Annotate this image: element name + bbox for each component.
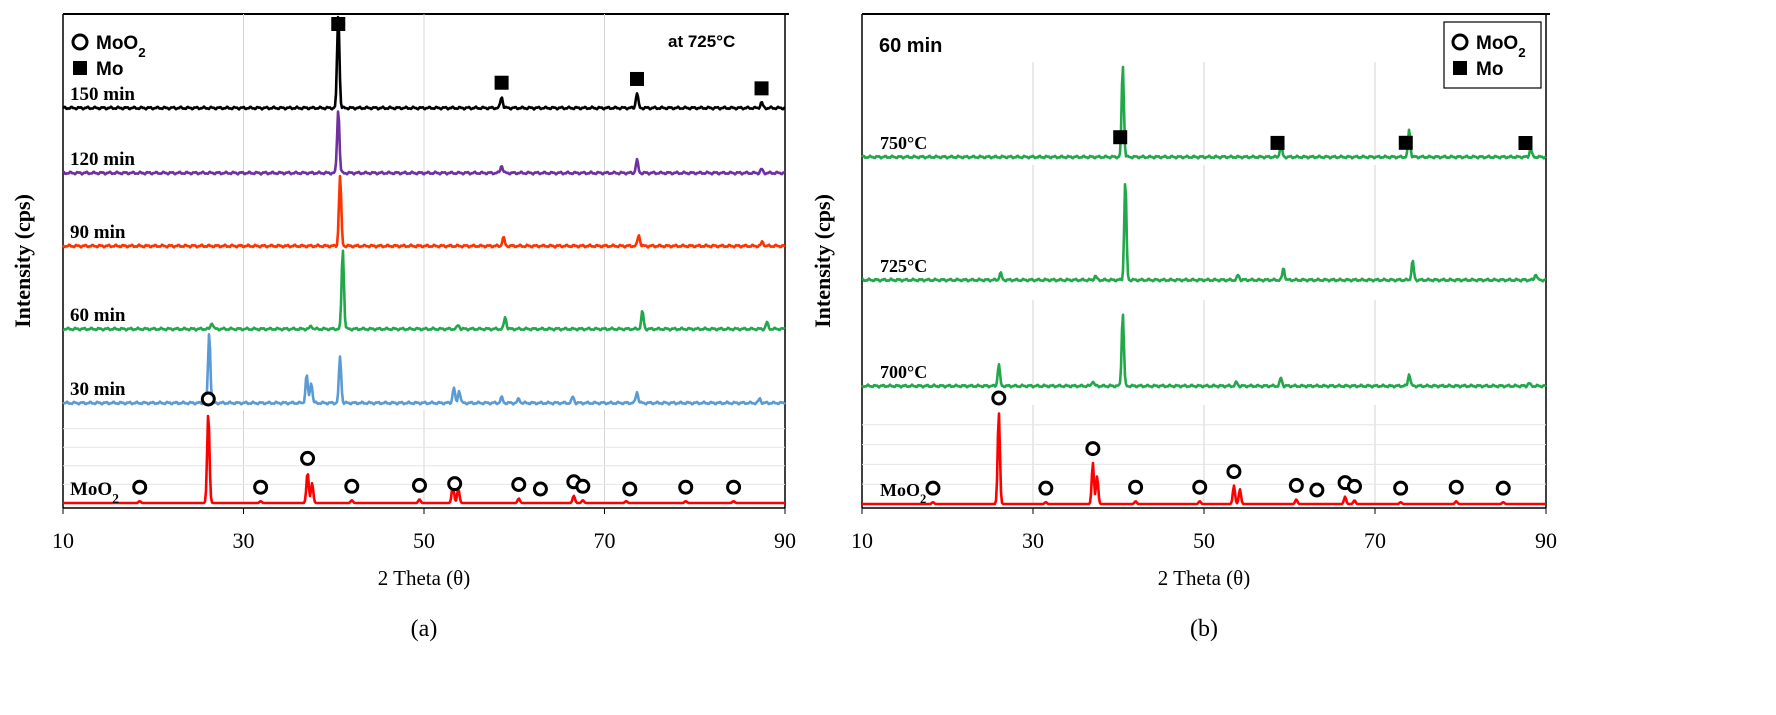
series-trace: [62, 15, 786, 111]
moo2-circle-marker: [511, 477, 527, 492]
moo2-circle-marker: [1309, 482, 1325, 498]
legend-label: Mo: [96, 59, 123, 80]
x-tick-label: 50: [1193, 528, 1215, 553]
moo2-circle-marker: [1495, 480, 1511, 496]
moo2-circle-marker: [1226, 464, 1242, 480]
moo2-circle-marker: [253, 479, 269, 495]
moo2-circle-marker: [1288, 477, 1304, 493]
panel-annotation: 60 min: [879, 35, 942, 57]
mo-square-marker: [754, 81, 769, 96]
x-axis-label: 2 Theta (θ): [378, 566, 470, 590]
x-tick-label: 30: [233, 528, 255, 553]
x-tick-label: 50: [413, 528, 435, 553]
moo2-circle-marker: [1393, 480, 1409, 496]
moo2-circle-marker: [132, 479, 148, 495]
moo2-circle-marker: [622, 481, 638, 497]
mo-square-marker: [1398, 135, 1413, 150]
y-axis-label: Intensity (cps): [810, 194, 835, 328]
moo2-circle-marker: [678, 479, 694, 495]
series-label: 725°C: [880, 256, 927, 276]
moo2-circle-marker: [447, 476, 463, 492]
x-tick-label: 90: [1535, 528, 1557, 553]
mo-square-marker: [1270, 135, 1285, 150]
chart-panel-b: 10 30 50 70 90 2 Theta (θ) Intensity (cps) (b) 6…: [810, 13, 1557, 642]
legend-box: [1443, 21, 1542, 89]
legend-circle-icon: [1451, 33, 1469, 51]
moo2-circle-marker: [1038, 480, 1054, 496]
legend-label: MoO2: [1476, 33, 1526, 60]
moo2-circle-marker: [1128, 479, 1144, 495]
series-trace: [62, 110, 786, 176]
mo-square-marker: [494, 75, 509, 90]
moo2-circle-marker: [344, 478, 360, 494]
legend-square-icon: [73, 61, 87, 75]
moo2-circle-marker: [1085, 441, 1101, 457]
series-label: 90 min: [70, 222, 126, 243]
panel-label: (a): [411, 616, 438, 642]
moo2-circle-marker: [532, 481, 548, 497]
x-axis-label: 2 Theta (θ): [1158, 566, 1250, 590]
moo2-circle-marker: [1448, 479, 1464, 495]
moo2-circle-marker: [1346, 478, 1362, 494]
x-tick-label: 10: [851, 528, 873, 553]
series-label: 700°C: [880, 362, 927, 382]
moo2-circle-marker: [200, 391, 216, 407]
series-trace: [861, 65, 1547, 160]
series-label: 30 min: [70, 379, 126, 400]
series-label: 120 min: [70, 149, 135, 170]
series-label: MoO2: [880, 480, 926, 506]
series-trace: [860, 313, 1547, 389]
moo2-circle-marker: [925, 480, 941, 496]
series-trace: [62, 414, 786, 505]
series-trace: [62, 333, 786, 406]
series-label: 60 min: [70, 305, 126, 326]
series-trace: [861, 412, 1547, 506]
moo2-circle-marker: [300, 450, 316, 466]
legend-label: Mo: [1476, 59, 1503, 80]
mo-square-marker: [1518, 135, 1533, 150]
mo-square-marker: [331, 17, 346, 31]
mo-square-marker: [1113, 130, 1128, 145]
series-label: MoO2: [70, 479, 119, 506]
series-trace: [61, 174, 786, 249]
legend-circle-icon: [71, 33, 89, 51]
series-trace: [62, 249, 786, 332]
legend-square-icon: [1453, 61, 1467, 75]
x-tick-label: 30: [1022, 528, 1044, 553]
x-tick-label: 70: [1364, 528, 1386, 553]
series-label: 150 min: [70, 84, 135, 105]
moo2-circle-marker: [1192, 479, 1208, 495]
chart-panel-a: 10 30 50 70 90 2 Theta (θ) Intensity (cps) (a) a…: [10, 13, 796, 642]
moo2-circle-marker: [991, 390, 1007, 406]
x-tick-label: 10: [52, 528, 74, 553]
panel-annotation: at 725°C: [668, 32, 735, 51]
x-tick-label: 70: [594, 528, 616, 553]
moo2-circle-marker: [575, 478, 591, 494]
series-label: 750°C: [880, 133, 927, 153]
x-tick-label: 90: [774, 528, 796, 553]
mo-square-marker: [629, 71, 644, 86]
moo2-circle-marker: [411, 477, 427, 493]
series-trace: [861, 183, 1547, 283]
legend-label: MoO2: [96, 33, 146, 60]
panel-label: (b): [1190, 616, 1218, 642]
y-axis-label: Intensity (cps): [10, 194, 35, 328]
moo2-circle-marker: [726, 479, 742, 495]
